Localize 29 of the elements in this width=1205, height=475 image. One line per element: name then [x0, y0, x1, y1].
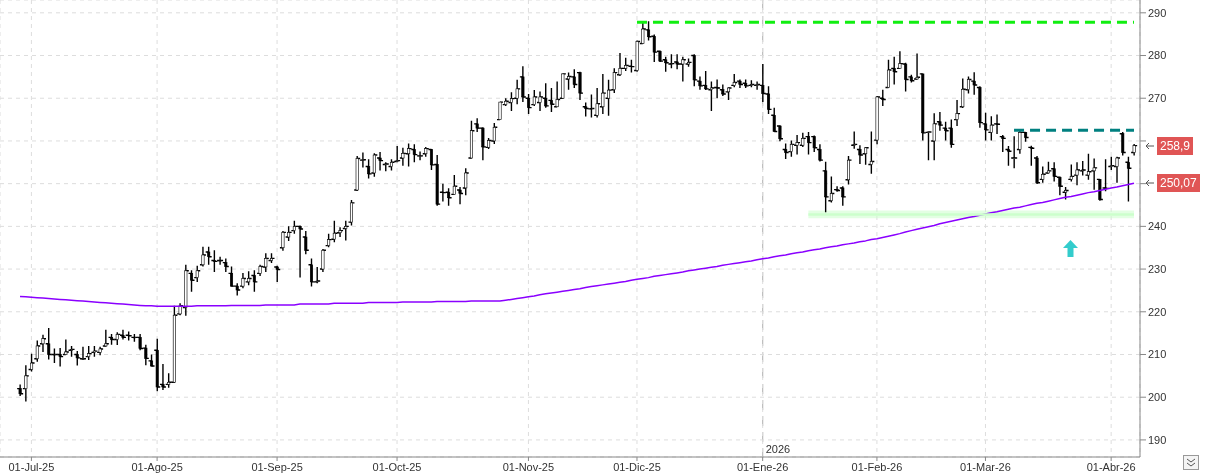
y-tick-label: 290 [1148, 6, 1167, 19]
y-tick-label: 210 [1148, 348, 1167, 361]
text: 250,07 [1157, 174, 1200, 193]
candlestick [201, 246, 205, 268]
candlestick [458, 186, 462, 205]
text: 258,9 [1157, 136, 1194, 155]
x-tick-label: 01-Oct-25 [372, 460, 422, 473]
ref-line-label: 2026 [765, 443, 791, 455]
x-tick-label: 01-Ago-25 [131, 460, 183, 473]
y-tick-label: 240 [1148, 220, 1167, 233]
x-tick-label: 01-Jul-25 [8, 460, 55, 473]
x-tick-label: 01-Ene-26 [736, 460, 789, 473]
y-tick-label: 270 [1148, 92, 1167, 105]
x-tick-label: 01-Abr-26 [1086, 460, 1136, 473]
candlestick [955, 99, 959, 127]
y-tick-label: 220 [1148, 305, 1167, 318]
candlestick [818, 143, 822, 163]
y-tick-label: 280 [1148, 49, 1167, 62]
x-tick-label: 01-Dic-25 [613, 460, 661, 473]
x-tick-label: 01-Sep-25 [251, 460, 303, 473]
x-tick-label: 01-Mar-26 [960, 460, 1011, 473]
x-tick-label: 01-Feb-26 [851, 460, 903, 473]
y-tick-label: 190 [1148, 433, 1167, 446]
line-series [19, 182, 1135, 307]
candlestick [378, 151, 382, 172]
x-tick-label: 01-Nov-25 [502, 460, 555, 473]
y-tick-label: 200 [1148, 391, 1167, 404]
candlestick [321, 248, 325, 273]
y-tick-label: 230 [1148, 262, 1167, 275]
